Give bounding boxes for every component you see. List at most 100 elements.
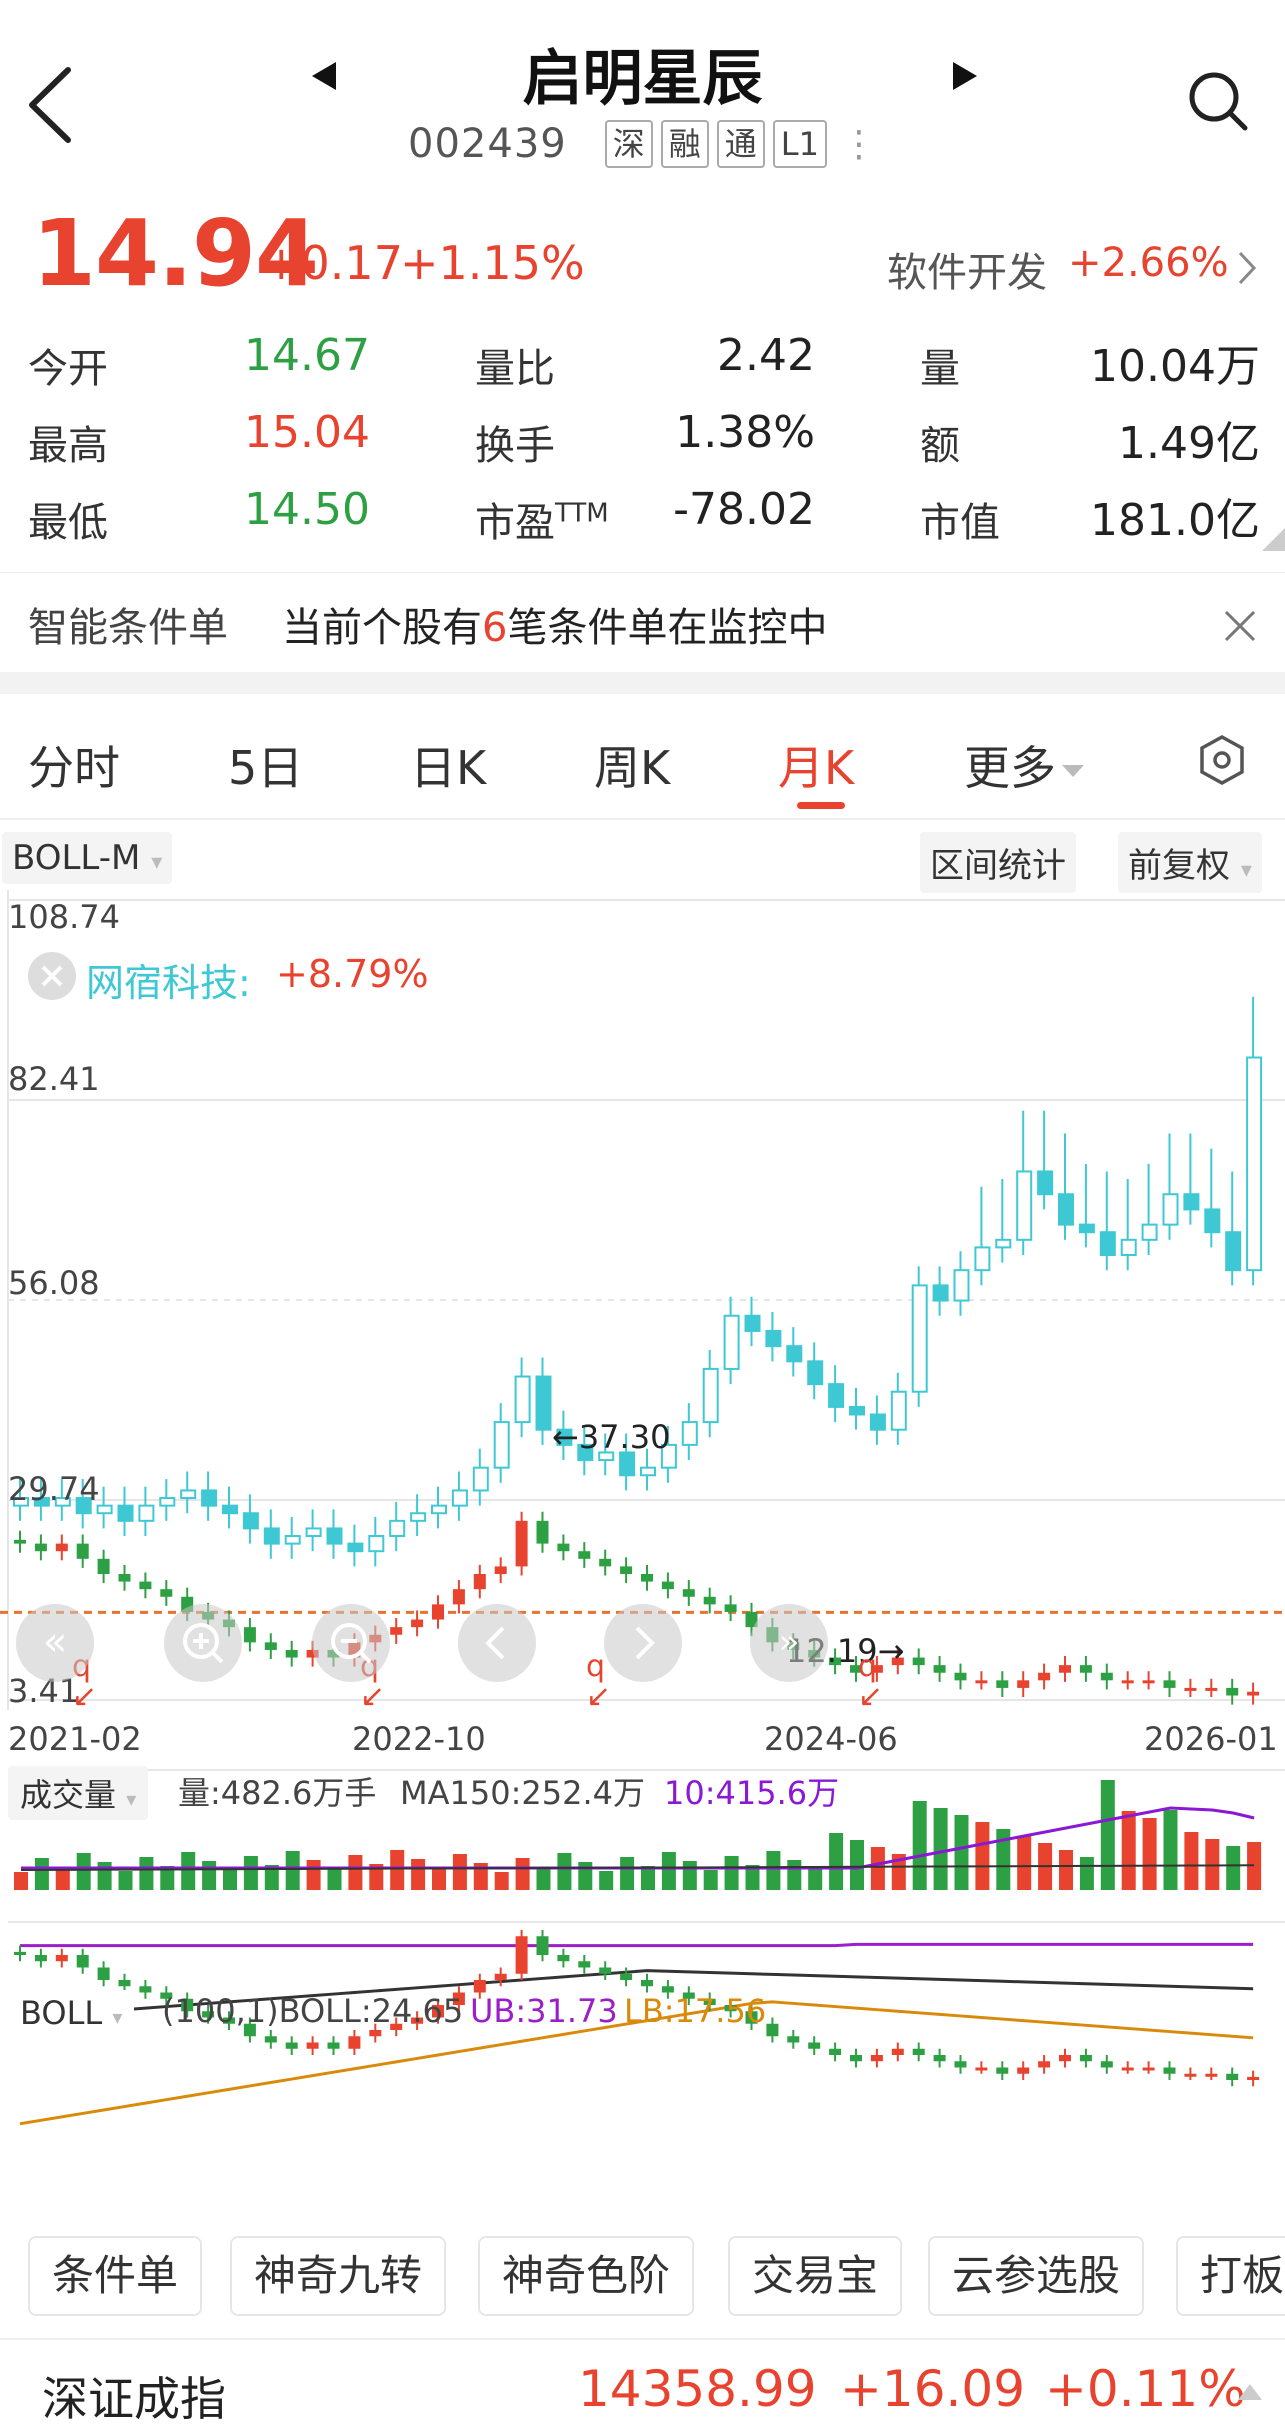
close-icon[interactable]	[1222, 608, 1258, 644]
chip-trade-treasure[interactable]: 交易宝	[728, 2236, 903, 2316]
tab-daily-k[interactable]: 日K	[410, 741, 487, 795]
x-tick-3: 2024-06	[764, 1720, 898, 1758]
candle-body	[996, 1680, 1009, 1688]
sector-pct[interactable]: +2.66%	[1068, 240, 1229, 286]
candle-body	[285, 1649, 298, 1658]
index-ticker-bar[interactable]	[0, 2338, 1285, 2436]
chip-conditional-order[interactable]: 条件单	[28, 2236, 203, 2316]
chip-cloud-stock-pick[interactable]: 云参选股	[928, 2236, 1145, 2316]
tab-more-label: 更多	[964, 741, 1056, 795]
volume-indicator-select[interactable]: 成交量 ▾	[8, 1766, 149, 1820]
stat-label-turnover: 换手	[475, 423, 555, 469]
prev-stock-icon[interactable]	[304, 56, 344, 96]
corner-fold-icon	[1262, 528, 1285, 551]
overlay-candle-body	[33, 1497, 50, 1507]
level-tag: L1	[772, 120, 827, 168]
next-stock-icon[interactable]	[945, 56, 985, 96]
boll-select-label: BOLL	[20, 1994, 103, 2032]
volume-bar	[850, 1840, 864, 1890]
stat-value-volume: 10.04万	[1090, 341, 1260, 392]
stat-label-amount: 额	[920, 423, 960, 469]
tab-monthly-k[interactable]: 月K	[778, 741, 855, 795]
scroll-right-icon[interactable]	[604, 1604, 682, 1682]
boll-candle-body	[703, 1998, 716, 2005]
tab-5day[interactable]: 5日	[228, 741, 304, 795]
index-change: +16.09	[840, 2360, 1026, 2418]
candle-body	[954, 1672, 967, 1681]
volume-bar	[912, 1801, 927, 1890]
stat-label-volume-ratio: 量比	[475, 346, 555, 392]
volume-bar	[452, 1854, 467, 1890]
overlay-candle-body	[138, 1504, 155, 1522]
overlay-candle-body	[1183, 1193, 1200, 1211]
overlay-candle-body	[180, 1489, 197, 1500]
overlay-candle-body	[263, 1527, 280, 1545]
boll-candle-body	[599, 1967, 612, 1974]
scroll-left-icon[interactable]	[458, 1604, 536, 1682]
search-icon[interactable]	[1185, 68, 1251, 134]
boll-candle-body	[1247, 2076, 1260, 2080]
candle-body	[682, 1589, 695, 1597]
candle-body	[933, 1665, 946, 1673]
boll-candle-body	[473, 1980, 486, 1993]
boll-candle-body	[285, 2042, 298, 2049]
overlay-candle-body	[953, 1269, 970, 1302]
overlay-close-icon[interactable]	[28, 952, 76, 1000]
expand-up-icon[interactable]	[1238, 2384, 1262, 2400]
smart-condition-bar[interactable]: 智能条件单 当前个股有6笔条件单在监控中	[0, 572, 1285, 672]
volume-bar	[139, 1857, 154, 1890]
volume-bar	[243, 1856, 258, 1890]
overlay-stock-pct: +8.79%	[276, 952, 429, 996]
boll-candle-body	[1017, 2067, 1030, 2074]
volume-bar	[390, 1850, 405, 1890]
boll-lower-line	[19, 2000, 1254, 2126]
stat-value-volume-ratio: 2.42	[717, 330, 815, 381]
candle-body	[1184, 1687, 1197, 1691]
boll-candle-body	[641, 1980, 653, 1987]
boll-candle-body	[1059, 2055, 1071, 2062]
tab-weekly-k[interactable]: 周K	[594, 741, 671, 795]
sector-name[interactable]: 软件开发	[887, 250, 1047, 296]
overlay-candle-body	[1225, 1231, 1242, 1272]
settings-hexagon-icon[interactable]	[1196, 734, 1248, 786]
zoom-out-icon[interactable]	[312, 1604, 390, 1682]
chip-magic-nine[interactable]: 神奇九转	[230, 2236, 447, 2316]
overlay-candle-body	[1162, 1193, 1179, 1226]
candle-body	[55, 1543, 68, 1552]
zoom-in-icon[interactable]	[164, 1604, 242, 1682]
volume-bar	[682, 1861, 697, 1890]
jump-end-button[interactable]: »	[750, 1604, 828, 1682]
tab-intraday[interactable]: 分时	[28, 741, 120, 795]
volume-bar	[1079, 1857, 1094, 1890]
overlay-candle-body	[765, 1329, 782, 1348]
volume-bar	[724, 1856, 739, 1890]
tab-more[interactable]: 更多	[964, 732, 1084, 798]
code-row: 002439 深 融 通 L1 ⋮	[0, 120, 1285, 168]
overlay-candle-body	[702, 1367, 719, 1424]
overlay-candle-body	[1058, 1193, 1074, 1226]
overlay-candle-body	[869, 1413, 886, 1431]
chevron-right-icon[interactable]	[1235, 248, 1259, 288]
boll-candle-body	[1163, 2067, 1176, 2074]
overlay-candle-body	[828, 1383, 845, 1408]
volume-bar	[348, 1855, 363, 1890]
candle-body	[912, 1657, 925, 1666]
volume-bar	[1184, 1832, 1199, 1890]
main-indicator-select[interactable]: BOLL-M ▾	[2, 832, 173, 884]
boll-candle-body	[97, 1967, 110, 1980]
range-stats-button[interactable]: 区间统计	[920, 832, 1076, 893]
overlay-candle-body	[347, 1542, 364, 1553]
more-dots-icon[interactable]: ⋮	[840, 123, 877, 165]
chip-magic-color[interactable]: 神奇色阶	[478, 2236, 695, 2316]
overlay-candle-body	[807, 1360, 824, 1386]
overlay-candle-body	[159, 1497, 176, 1507]
chip-limit-board[interactable]: 打板	[1176, 2236, 1285, 2316]
boll-indicator-select[interactable]: BOLL ▾	[8, 1990, 135, 2036]
overlay-candle-body	[222, 1504, 238, 1515]
jump-start-button[interactable]: «	[16, 1604, 94, 1682]
back-arrow-icon[interactable]	[22, 60, 82, 150]
stat-label-low: 最低	[28, 500, 108, 546]
boll-candle-body	[870, 2055, 883, 2062]
adjust-select[interactable]: 前复权 ▾	[1118, 832, 1262, 893]
volume-bar	[306, 1860, 321, 1890]
